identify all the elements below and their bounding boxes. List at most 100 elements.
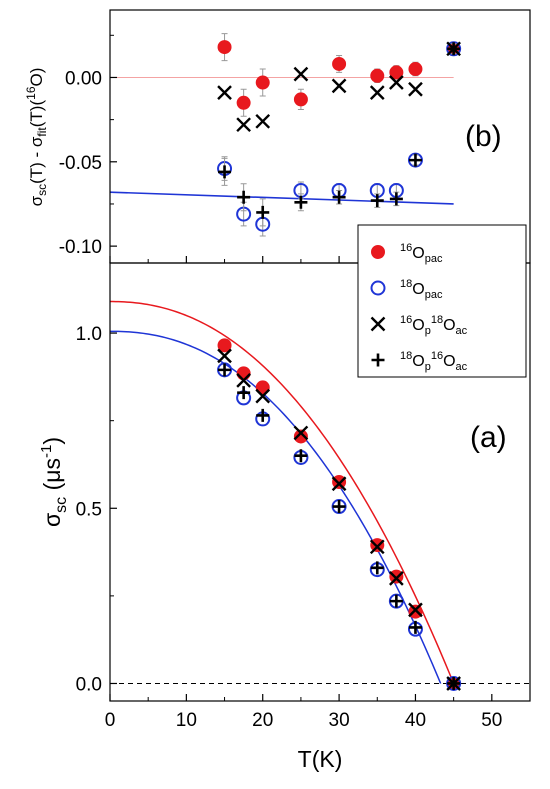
panel-b-ytick-label: -0.05 — [59, 153, 102, 174]
data-point — [408, 153, 422, 167]
legend-box — [357, 224, 527, 378]
axes-frames — [109, 9, 531, 702]
panel-a-fit-curve — [110, 330, 442, 684]
data-point — [389, 569, 404, 584]
panel-b-ylabel-sup: 16 — [24, 86, 38, 100]
panel-a-marks — [217, 338, 462, 691]
panel-b-ylabel-sub2: fit — [35, 127, 49, 137]
panel-b-ylabel-mid2: (T)( — [27, 100, 46, 128]
data-point — [447, 676, 461, 690]
legend-label-part: 16 — [400, 314, 412, 326]
legend-marker — [370, 316, 386, 332]
data-point — [256, 408, 270, 422]
legend-label-part: p — [425, 325, 431, 337]
panel-a-y-axis-label: σsc (μs-1) — [38, 437, 70, 527]
data-point — [237, 386, 251, 400]
data-point — [237, 190, 251, 204]
legend-label-part: O — [443, 317, 455, 334]
legend-label-part: 18 — [400, 278, 412, 290]
legend-label: 18Opac — [400, 278, 443, 301]
panel-b-ylabel-sub1: sc — [35, 184, 49, 196]
data-point — [293, 66, 309, 82]
data-point — [370, 68, 385, 83]
panel-a-ytick-label: 0.0 — [76, 674, 102, 695]
legend-entry: 16Op18Oac — [370, 314, 468, 337]
legend-label-part: O — [412, 245, 424, 262]
data-point — [332, 56, 347, 71]
legend-label-part: O — [412, 281, 424, 298]
panel-a-ylabel-sub: sc — [53, 497, 70, 513]
panel-b-ytick-label: -0.10 — [59, 237, 102, 258]
panel-b-ytick-label: 0.00 — [65, 68, 102, 89]
data-point — [408, 62, 423, 77]
legend-label: 18Op16Oac — [400, 350, 468, 373]
panel-a-label: (a) — [470, 421, 507, 454]
data-point — [293, 429, 308, 444]
legend-entry: 16Opac — [371, 242, 443, 265]
legend-marker — [371, 353, 385, 367]
legend-label-part: pac — [425, 289, 443, 301]
panel-b-series-16Op18Oac — [217, 41, 461, 133]
data-point — [369, 539, 385, 555]
panel-a-series-16O_pac — [217, 338, 461, 691]
panel-a-xtick-label: 50 — [481, 710, 502, 731]
data-point — [217, 338, 232, 353]
data-point — [408, 604, 423, 619]
panel-a-xtick-label: 10 — [176, 710, 197, 731]
data-point — [255, 388, 271, 404]
data-point — [408, 81, 423, 97]
data-point — [218, 165, 232, 179]
panel-a-frame — [109, 262, 531, 702]
legend-marker — [371, 245, 385, 259]
data-point — [294, 449, 308, 463]
panel-a-ticks: 0.0 0.5 1.0 0 10 20 30 40 50 — [76, 259, 502, 731]
legend-marker — [370, 280, 386, 296]
legend-label-part: p — [425, 361, 431, 373]
data-point — [332, 190, 346, 204]
panel-b-label: (b) — [465, 120, 502, 153]
legend-label-part: O — [443, 353, 455, 370]
data-point — [255, 75, 270, 90]
legend-label: 16Opac — [400, 242, 443, 265]
data-point — [331, 476, 347, 492]
data-point — [255, 113, 271, 129]
panel-b-y-axis-label: σsc(T) - σfit(T)(16O) — [24, 68, 49, 207]
panel-b-marks — [217, 33, 462, 237]
data-point — [389, 571, 404, 586]
data-point — [236, 373, 251, 388]
panel-b-ylabel-main: σ — [27, 195, 46, 206]
data-point — [332, 500, 346, 514]
data-point — [217, 348, 232, 364]
data-point — [389, 192, 403, 206]
data-point — [294, 195, 308, 209]
data-point — [408, 620, 422, 634]
data-point — [293, 425, 309, 441]
legend-entry: 18Op16Oac — [371, 350, 468, 373]
data-point — [389, 75, 404, 90]
data-point — [408, 602, 423, 618]
x-axis-label: T(K) — [298, 746, 343, 772]
data-point — [369, 85, 385, 100]
panel-a-xtick-label: 40 — [405, 710, 426, 731]
panel-a-xtick-label: 20 — [252, 710, 273, 731]
panel-b-ticks: 0.00 -0.05 -0.10 — [59, 34, 493, 263]
legend-label-part: 18 — [400, 350, 412, 362]
legend-label-part: 16 — [431, 350, 443, 362]
legend-label-part: O — [412, 353, 424, 370]
legend-label-part: ac — [456, 361, 468, 373]
panel-a-fit-curve — [110, 300, 455, 684]
data-point — [389, 594, 403, 608]
data-point — [236, 117, 251, 133]
data-point — [447, 42, 461, 56]
data-point — [331, 78, 347, 94]
data-point — [370, 194, 384, 208]
data-point — [217, 85, 232, 100]
legend-label-part: pac — [425, 253, 443, 265]
legend-label-part: 18 — [431, 314, 443, 326]
legend-label-part: O — [412, 317, 424, 334]
legend-entry: 18Opac — [370, 278, 443, 301]
panel-a-ytick-label: 1.0 — [76, 324, 102, 345]
